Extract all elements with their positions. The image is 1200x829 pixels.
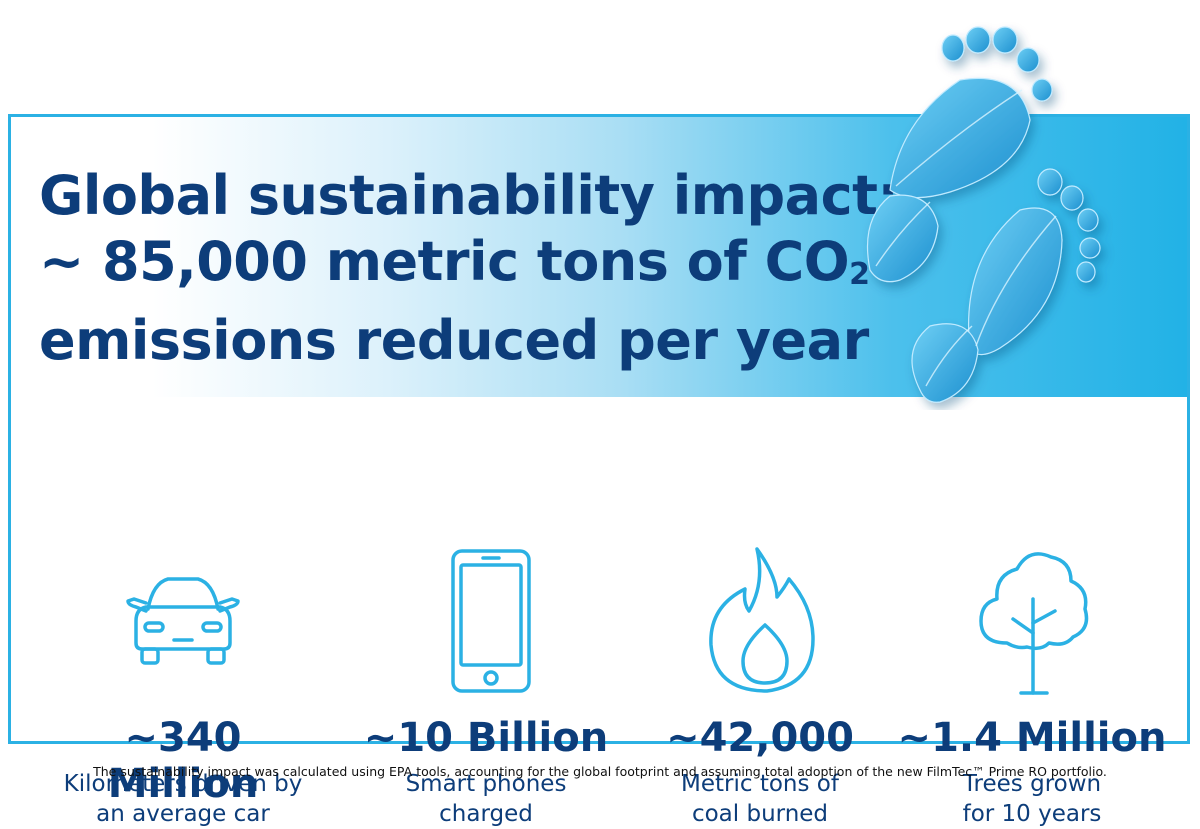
headline-line-1: Global sustainability impact: xyxy=(39,164,899,227)
stat-value: ~340 Million xyxy=(107,715,259,807)
smartphone-icon xyxy=(451,549,531,693)
stat-coal: ~42,000 Metric tons of coal burned xyxy=(625,547,895,827)
headline-line-2: ~ 85,000 metric tons of CO2 xyxy=(39,230,870,293)
stat-phones: ~10 Billion Smart phones charged xyxy=(351,547,621,827)
car-icon xyxy=(126,577,240,665)
flame-icon xyxy=(709,547,815,693)
infographic-frame: Global sustainability impact: ~ 85,000 m… xyxy=(8,114,1190,827)
headline: Global sustainability impact: ~ 85,000 m… xyxy=(39,163,899,374)
stat-kilometers: ~340 Million Kilometers driven by an aver… xyxy=(48,547,318,827)
stat-trees: ~1.4 Million Trees grown for 10 years xyxy=(897,547,1167,827)
stat-value: ~42,000 xyxy=(666,715,854,761)
footnote: The sustainability impact was calculated… xyxy=(93,764,1107,779)
headline-line-3: emissions reduced per year xyxy=(39,309,869,372)
tree-icon xyxy=(979,552,1089,695)
stat-value: ~10 Billion xyxy=(363,715,609,761)
stat-value: ~1.4 Million xyxy=(897,715,1167,761)
leaf-footprints-illustration xyxy=(867,26,1101,403)
